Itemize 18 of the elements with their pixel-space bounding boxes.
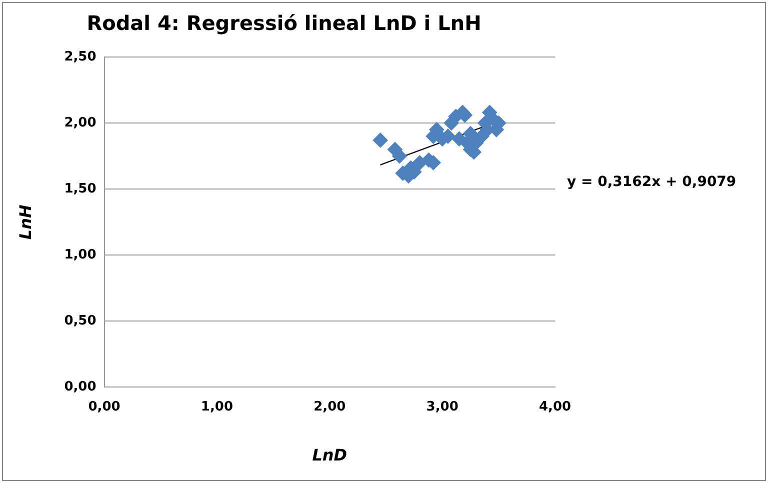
- point: [462, 126, 478, 142]
- y-tick-label: 1,50: [64, 181, 96, 196]
- text: y = 0,3162x + 0,9079: [567, 174, 736, 190]
- y-axis-title: LnH: [16, 204, 35, 240]
- x-tick-label: 3,00: [426, 399, 458, 414]
- chart-title: Rodal 4: Regressió lineal LnD i LnH: [86, 11, 482, 36]
- point: [392, 148, 407, 164]
- y-tick-label: 2,50: [64, 49, 96, 64]
- y-tick-label: 2,00: [64, 115, 96, 130]
- y-tick-label: 0,00: [64, 380, 96, 395]
- x-tick-label: 0,00: [88, 399, 120, 414]
- y-tick-label: 1,00: [64, 247, 96, 262]
- y-tick-label: 0,50: [64, 314, 96, 329]
- x-axis-title: LnD: [312, 446, 348, 465]
- x-tick-label: 1,00: [200, 399, 233, 414]
- x-tick-label: 4,00: [538, 399, 572, 414]
- x-tick-label: 2,00: [314, 399, 346, 414]
- point: [372, 132, 388, 148]
